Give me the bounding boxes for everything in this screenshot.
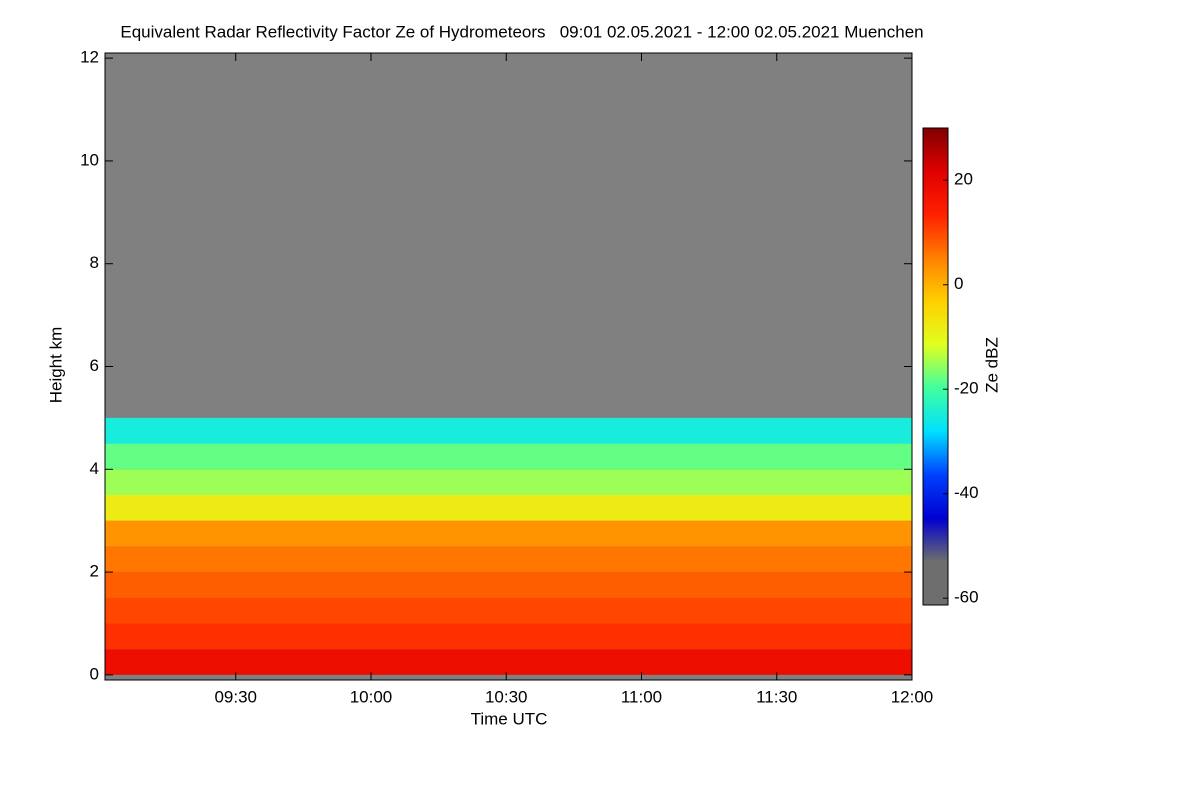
x-tick-label: 12:00 (891, 687, 934, 706)
y-tick-label: 4 (90, 459, 99, 478)
heatmap-cell (105, 546, 912, 573)
y-tick-label: 6 (90, 356, 99, 375)
x-tick-label: 11:30 (756, 687, 797, 706)
x-tick-label: 10:00 (350, 687, 393, 706)
y-tick-label: 8 (90, 253, 99, 272)
heatmap-cell (105, 572, 912, 598)
colorbar-tick-label: -20 (954, 379, 979, 398)
heatmap-cell (105, 520, 912, 547)
y-tick-label: 0 (90, 664, 99, 683)
heatmap-cell (105, 417, 912, 444)
chart-title: Equivalent Radar Reflectivity Factor Ze … (120, 22, 923, 41)
heatmap-cell (105, 623, 912, 650)
y-tick-label: 2 (90, 562, 99, 581)
colorbar-label: Ze dBZ (982, 337, 1001, 393)
x-tick-label: 11:00 (621, 687, 662, 706)
heatmap-cell (105, 443, 912, 470)
heatmap-cell (105, 597, 912, 624)
heatmap-cell (105, 469, 912, 495)
x-tick-label: 10:30 (485, 687, 528, 706)
y-axis-label: Height km (46, 327, 65, 404)
colorbar-tick-label: 20 (954, 170, 973, 189)
y-tick-label: 12 (80, 48, 99, 67)
colorbar-tick-label: -60 (954, 588, 979, 607)
x-tick-label: 09:30 (214, 687, 257, 706)
heatmap-cell (105, 649, 912, 675)
heatmap-cell (105, 494, 912, 521)
y-tick-label: 10 (80, 150, 99, 169)
colorbar-tick-label: -40 (954, 483, 979, 502)
x-axis-label: Time UTC (471, 709, 548, 728)
colorbar (922, 127, 949, 606)
colorbar-tick-label: 0 (954, 274, 963, 293)
